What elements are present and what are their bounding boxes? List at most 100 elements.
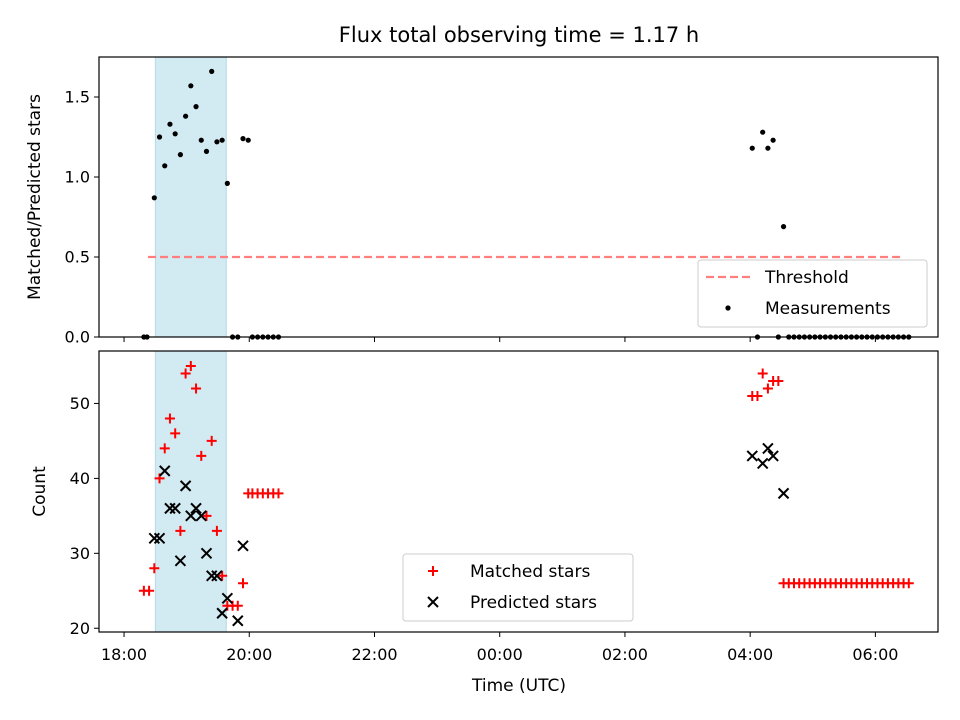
legend-label: Matched stars [470, 562, 590, 582]
matched-star-point [762, 383, 773, 394]
matched-star-point [232, 600, 243, 611]
predicted-star-point [164, 502, 176, 515]
matched-star-point [206, 435, 217, 446]
predicted-star-point [205, 570, 218, 582]
axes-frame [98, 350, 939, 633]
measurement-point [167, 121, 173, 127]
predicted-star-point [221, 592, 234, 604]
legend-box [402, 553, 634, 622]
legend-label: Threshold [764, 268, 849, 288]
measurement-point [183, 113, 189, 119]
x-tick-label: 20:00 [226, 645, 272, 664]
predicted-star-point [777, 487, 790, 500]
measurement-point [245, 137, 251, 143]
measurement-point [193, 104, 199, 110]
predicted-star-point [174, 555, 187, 567]
matched-star-point [201, 510, 212, 521]
measurement-point [240, 136, 246, 142]
matched-star-point [170, 428, 181, 439]
legend-matched-handle [428, 566, 438, 576]
y-axis-label: Count [30, 466, 50, 517]
predicted-star-point [762, 442, 774, 455]
ratio-panel: 0.0 0.5 1.0 1.5 Matched/Predicted stars Thres… [25, 56, 939, 347]
predicted-star-point [153, 532, 166, 545]
chart-title: Flux total observing time = 1.17 h [339, 23, 699, 47]
predicted-star-point [200, 547, 213, 560]
measurement-point [151, 195, 157, 201]
predicted-star-point [237, 540, 249, 552]
x-tick-label: 06:00 [852, 645, 898, 664]
predicted-star-point [190, 502, 202, 515]
legend: Threshold Measurements [697, 259, 928, 328]
y-tick-label: 0.0 [65, 328, 90, 347]
predicted-star-point [767, 450, 779, 462]
matched-star-point [149, 563, 160, 574]
predicted-star-point [159, 465, 171, 477]
measurement-point [162, 163, 168, 169]
measurement-point [214, 139, 220, 145]
legend-label: Measurements [765, 299, 891, 319]
measurement-point [203, 148, 210, 154]
y-tick-label: 50 [70, 394, 90, 413]
matched-star-point [217, 570, 228, 581]
legend: Matched stars Predicted stars [402, 553, 634, 622]
y-tick-label: 1.0 [65, 168, 90, 187]
matched-star-point [773, 375, 784, 386]
predicted-star-point [756, 457, 769, 470]
measurement-point [770, 137, 776, 143]
x-tick-label: 00:00 [477, 645, 523, 664]
matched-star-point [191, 383, 202, 394]
x-tick-label: 04:00 [727, 645, 773, 664]
y-tick-label: 0.5 [65, 248, 90, 267]
measurement-point [224, 180, 230, 186]
legend-box [697, 259, 928, 328]
matched-star-point [273, 488, 284, 499]
y-tick-label: 40 [70, 469, 90, 488]
predicted-star-point [179, 480, 192, 492]
y-axis-label: Matched/Predicted stars [25, 94, 45, 300]
legend-label: Predicted stars [470, 593, 597, 613]
measurement-point [209, 68, 215, 74]
matched-star-point [159, 443, 170, 454]
measurement-point [177, 152, 183, 158]
predicted-star-point [216, 607, 228, 619]
x-tick-label: 02:00 [602, 645, 648, 664]
measurement-point [780, 224, 787, 230]
legend-measurement-handle [725, 305, 731, 311]
predicted-star-point [185, 510, 197, 522]
measurement-point [749, 145, 755, 151]
legend-predicted-handle [427, 596, 439, 608]
x-tick-label: 22:00 [351, 645, 397, 664]
matched-star-point [175, 525, 186, 536]
matched-star-point [185, 360, 196, 371]
matched-star-point [144, 585, 155, 596]
matched-star-point [238, 578, 249, 589]
measurement-point [765, 145, 771, 151]
predicted-star-point [169, 502, 181, 515]
y-tick-label: 20 [70, 619, 90, 638]
count-panel: 20 30 40 50 18:00 20:00 22:00 00:00 02:00 04:00 06… [30, 350, 939, 664]
measurement-point [219, 137, 225, 143]
matched-star-point [752, 390, 763, 401]
measurement-point [156, 134, 163, 140]
matched-star-point [903, 578, 914, 589]
highlight-span [154, 350, 227, 633]
measurement-point [198, 137, 204, 143]
predicted-star-point [148, 532, 161, 545]
highlight-span [154, 56, 227, 338]
predicted-star-point [232, 615, 244, 627]
x-tick-label: 18:00 [101, 645, 147, 664]
y-tick-label: 1.5 [65, 88, 90, 107]
predicted-star-point [746, 450, 758, 462]
matched-star-point [180, 368, 191, 379]
measurement-point [172, 131, 178, 137]
axes-frame [98, 56, 939, 338]
predicted-star-point [195, 510, 207, 522]
data-marks [138, 360, 914, 627]
measurement-point [188, 83, 194, 89]
matched-star-point [757, 368, 768, 379]
matched-star-point [164, 413, 175, 424]
y-tick-label: 30 [70, 544, 90, 563]
predicted-star-point [211, 570, 223, 582]
